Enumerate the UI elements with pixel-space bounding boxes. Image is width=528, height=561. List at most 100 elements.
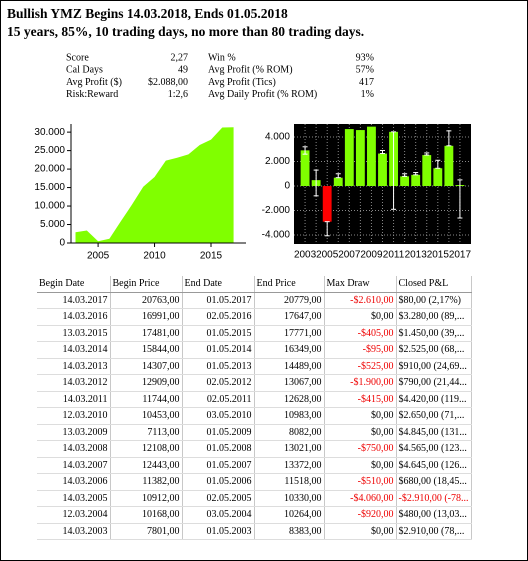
bar [444,145,454,187]
error-bar [335,173,341,179]
table-cell: -$405,00 [324,325,397,342]
table-cell: 01.05.2015 [182,325,255,342]
header-row: Begin Date Begin Price End Date End Price Ma… [37,276,472,293]
table-cell: 10912,00 [110,490,183,507]
table-cell: 01.05.2017 [182,292,255,309]
table-cell: $0,00 [324,424,397,441]
table-cell: -$2.910,00 (-78... [396,490,472,507]
x-tick-label: 2017 [449,250,472,261]
y-tick-label: 0 [284,181,290,192]
column-header: End Date [182,276,255,293]
table-row: 14.03.2005 10912,00 02.05.2005 10330,00 -$4.… [37,490,472,507]
stat-value: 2,27 [171,52,189,63]
stat-value: 49 [178,65,188,76]
table-row: 14.03.2007 12443,00 01.05.2007 13372,00 $0,0… [37,457,472,474]
table-cell: 8383,00 [254,523,325,540]
table-cell: 01.05.2009 [182,424,255,441]
table-cell: 13372,00 [254,457,325,474]
table-cell: $0,00 [324,457,397,474]
table-cell: 01.05.2008 [182,440,255,458]
x-tick-label: 2011 [383,250,405,261]
table-cell: 12.03.2010 [37,407,111,425]
error-bar [413,172,419,176]
table-row: 14.03.2013 14307,00 01.05.2013 14489,00 -$52… [37,358,472,375]
y-tick-label: -4.000 [262,230,291,241]
report-subtitle: 15 years, 85%, 10 trading days, no more … [7,24,364,39]
error-bar [324,221,330,237]
table-cell: 14.03.2017 [37,292,111,309]
stat-value: 1% [361,89,374,100]
bar [344,129,354,187]
y-tick-label: 20.000 [34,164,65,175]
column-header: Begin Price [110,276,183,293]
column-header: Closed P&L [396,276,472,293]
table-cell: $480,00 (13,03... [396,506,472,524]
table-cell: 14.03.2012 [37,374,111,392]
bar [355,130,365,187]
x-tick-label: 2005 [87,251,110,262]
table-cell: 20763,00 [110,292,183,309]
table-cell: 14.03.2006 [37,473,111,491]
table-cell: 12628,00 [254,391,325,408]
column-header: Max Draw [324,276,397,293]
table-cell: $0,00 [324,407,397,425]
stat-value: 93% [356,52,374,63]
equity-area [75,127,234,243]
table-cell: 11382,00 [110,473,183,491]
table-cell: 01.05.2013 [182,358,255,375]
bar [433,168,443,187]
table-cell: 14.03.2007 [37,457,111,474]
table-row: 14.03.2008 12108,00 01.05.2008 13021,00 -$75… [37,440,472,458]
table-cell: $1.450,00 (39,... [396,325,472,342]
y-tick-label: 2.000 [265,156,290,167]
table-cell: $2.650,00 (71,... [396,407,472,425]
y-tick-label: 10.000 [34,201,65,212]
report-title: Bullish YMZ Begins 14.03.2018, Ends 01.0… [7,6,288,21]
table-row: 12.03.2010 10453,00 03.05.2010 10983,00 $0,0… [37,407,472,425]
table-cell: 10330,00 [254,490,325,507]
table-cell: 17481,00 [110,325,183,342]
table-cell: 15844,00 [110,341,183,359]
table-cell: $790,00 (21,44... [396,374,472,392]
table-cell: -$750,00 [324,440,397,458]
table-cell: 14489,00 [254,358,325,375]
table-cell: 14.03.2011 [37,391,111,408]
table-cell: $2.525,00 (68,... [396,341,472,359]
table-cell: 12.03.2004 [37,506,111,524]
table-cell: 10983,00 [254,407,325,425]
x-tick-label: 2015 [200,251,223,262]
error-bar [302,146,308,155]
table-row: 14.03.2012 12909,00 02.05.2012 13067,00 -$1.… [37,374,472,392]
y-tick-label: -2.000 [262,205,291,216]
error-bar [391,131,397,210]
table-cell: -$415,00 [324,391,397,408]
table-row: 12.03.2004 10168,00 03.05.2004 10264,00 -$92… [37,506,472,524]
table-row: 14.03.2014 15844,00 01.05.2014 16349,00 -$95… [37,341,472,359]
stat-label: Win % [208,52,236,63]
stat-value: $2.088,00 [148,77,188,88]
y-tick-label: 0 [59,238,65,249]
table-cell: 11744,00 [110,391,183,408]
stat-label: Risk:Reward [66,89,118,100]
table-cell: -$920,00 [324,506,397,524]
error-bar [380,149,385,155]
error-bar [435,159,441,169]
x-tick-label: 2003 [294,250,317,261]
stat-value: 417 [359,77,374,88]
bar [422,155,432,187]
stat-value: 57% [356,65,374,76]
error-bar [457,179,463,219]
table-cell: 8082,00 [254,424,325,441]
table-cell: $4.845,00 (131... [396,424,472,441]
table-cell: 01.05.2007 [182,457,255,474]
table-cell: 12443,00 [110,457,183,474]
bar [322,186,332,222]
y-tick-label: 15.000 [34,182,65,193]
x-tick-label: 2005 [316,250,339,261]
bar [400,176,410,187]
table-row: 14.03.2017 20763,00 01.05.2017 20779,00 -$2.… [37,292,472,309]
table-cell: $680,00 (18,45... [396,473,472,491]
table-cell: 16991,00 [110,308,183,326]
x-tick-label: 2015 [427,250,450,261]
table-cell: 03.05.2004 [182,506,255,524]
